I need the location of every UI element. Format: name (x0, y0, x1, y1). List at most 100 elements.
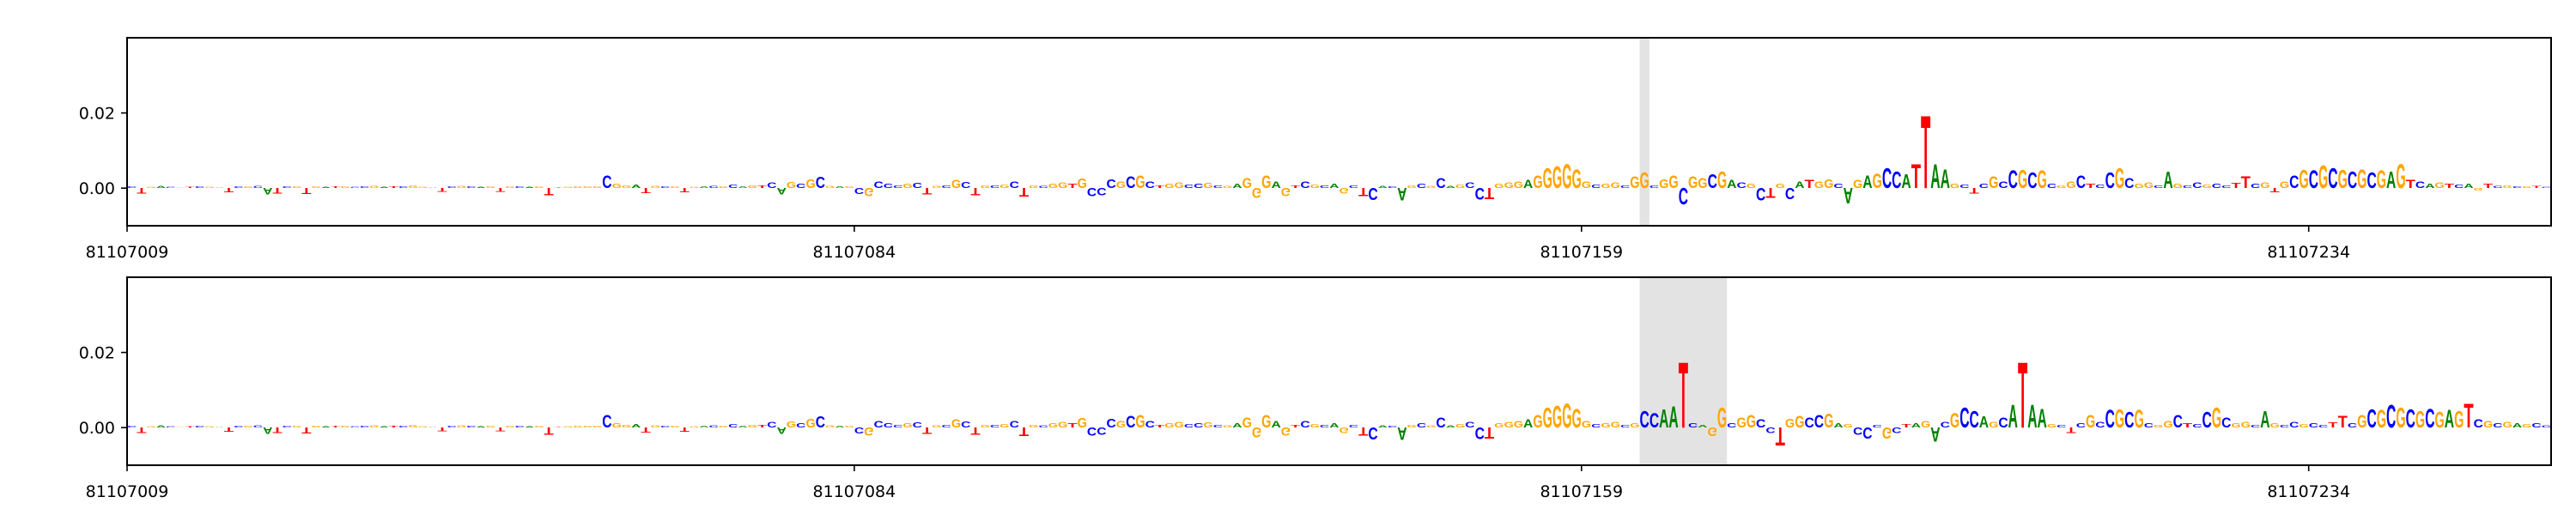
logo-letter: G (2357, 163, 2366, 194)
logo-letter: G (1203, 421, 1212, 429)
logo-letter: T (1067, 422, 1078, 429)
logo-letter: G (1688, 174, 1698, 192)
logo-letter: G (2134, 406, 2143, 433)
logo-letter: C (961, 181, 970, 191)
logo-letter: C (1756, 418, 1766, 431)
logo-letter: T (1358, 185, 1368, 198)
logo-letter: G (2144, 182, 2154, 191)
logo-letter: G (1989, 421, 1998, 430)
logo-letter: A (215, 187, 225, 188)
logo-letter: T (757, 424, 768, 428)
logo-letter: G (1242, 175, 1252, 191)
logo-letter: G (622, 424, 631, 428)
logo-letter: G (1533, 412, 1542, 432)
logo-letter: G (1921, 420, 1930, 430)
logo-letter: C (1184, 184, 1194, 189)
logo-letter: C (283, 186, 293, 189)
logo-letter: G (573, 426, 582, 428)
logo-letter: C (360, 426, 370, 428)
logo-letter: T (1969, 186, 1978, 195)
logo-letter: G (1659, 177, 1668, 191)
logo-letter: G (1514, 420, 1523, 430)
logo-letter: G (292, 425, 301, 427)
logo-letter: G (1582, 420, 1591, 430)
logo-letter: G (204, 427, 214, 428)
logo-letter: G (1426, 185, 1436, 189)
logo-letter: T (185, 187, 196, 189)
logo-letter: C (253, 185, 264, 189)
logo-letter: G (2434, 408, 2444, 432)
logo-letter: G (1048, 183, 1058, 190)
logo-letter: C (2221, 415, 2231, 431)
y-tick-label: 0.00 (79, 179, 115, 198)
logo-letter: G (2231, 422, 2240, 429)
logo-letter: C (1688, 422, 1698, 429)
logo-letter: G (340, 425, 349, 427)
logo-letter: A (777, 425, 787, 435)
logo-letter: G (1795, 414, 1804, 432)
logo-letter: A (2038, 403, 2047, 433)
logo-letter: C (1087, 185, 1097, 198)
logo-letter: G (1252, 424, 1261, 440)
logo-letter: A (1930, 423, 1940, 447)
logo-letter: G (1989, 174, 1998, 192)
logo-letter: C (2474, 418, 2484, 431)
logo-letter: G (787, 420, 796, 430)
logo-letter: G (2503, 185, 2512, 189)
logo-letter: G (573, 186, 582, 189)
logo-letter: A (1862, 173, 1872, 192)
logo-letter: C (2318, 424, 2328, 428)
logo-letter: G (1572, 163, 1582, 194)
logo-letter: G (2047, 423, 2057, 428)
logo-letter: C (2251, 424, 2260, 428)
logo-letter: G (2018, 166, 2027, 195)
logo-letter: A (1397, 423, 1406, 443)
logo-letter: G (592, 426, 602, 428)
logo-letter: G (651, 185, 660, 189)
logo-letter: G (1630, 174, 1639, 192)
logo-letter: T (1067, 183, 1078, 190)
logo-letter: G (2154, 424, 2163, 428)
logo-letter: T (224, 426, 234, 433)
logo-letter: T (2231, 182, 2240, 190)
logo-letter: G (1844, 423, 1853, 428)
logo-letter: C (1194, 183, 1203, 190)
logo-letter: T (2066, 426, 2075, 434)
logo-letter: T (2464, 397, 2473, 435)
logo-letter: T (1019, 185, 1030, 199)
logo-letter: G (175, 187, 185, 188)
logo-letter: A (1833, 422, 1843, 429)
logo-letter: C (602, 412, 611, 432)
logo-letter: T (389, 185, 399, 188)
logo-letter: C (1892, 426, 1902, 434)
logo-letter: G (486, 186, 495, 189)
logo-letter: C (873, 420, 883, 430)
logo-letter: G (981, 424, 990, 428)
logo-letter: C (1959, 184, 1969, 189)
logo-letter: G (244, 425, 253, 427)
logo-letter: T (970, 425, 981, 436)
logo-letter: G (999, 423, 1009, 428)
logo-letter: T (1911, 157, 1921, 196)
x-tick-label: 81107084 (813, 482, 896, 501)
logo-letter: G (825, 185, 835, 189)
logo-letter: T (185, 427, 196, 428)
logo-letter: G (2057, 185, 2066, 189)
logo-letter: G (1058, 421, 1067, 430)
logo-letter: C (913, 421, 923, 429)
logo-letter: C (1882, 161, 1892, 194)
logo-letter: C (195, 426, 205, 428)
logo-letter: C (2348, 167, 2357, 193)
x-tick-label: 81107234 (2267, 243, 2350, 262)
x-tick-label: 81107084 (813, 243, 896, 262)
logo-letter: C (1959, 401, 1969, 433)
logo-letter: T (922, 185, 933, 196)
logo-letter: G (719, 425, 728, 427)
logo-letter: G (2377, 406, 2386, 433)
logo-letter: C (466, 186, 477, 189)
logo-letter: T (680, 186, 690, 193)
logo-letter: A (1901, 171, 1911, 192)
logo-letter: A (1523, 179, 1534, 191)
highlight-span (1639, 277, 1728, 465)
letters: C T G A C G TC G A T C G C A T C G T G A TG C C G A TC G G A T C G C A G T G… (127, 342, 2551, 450)
